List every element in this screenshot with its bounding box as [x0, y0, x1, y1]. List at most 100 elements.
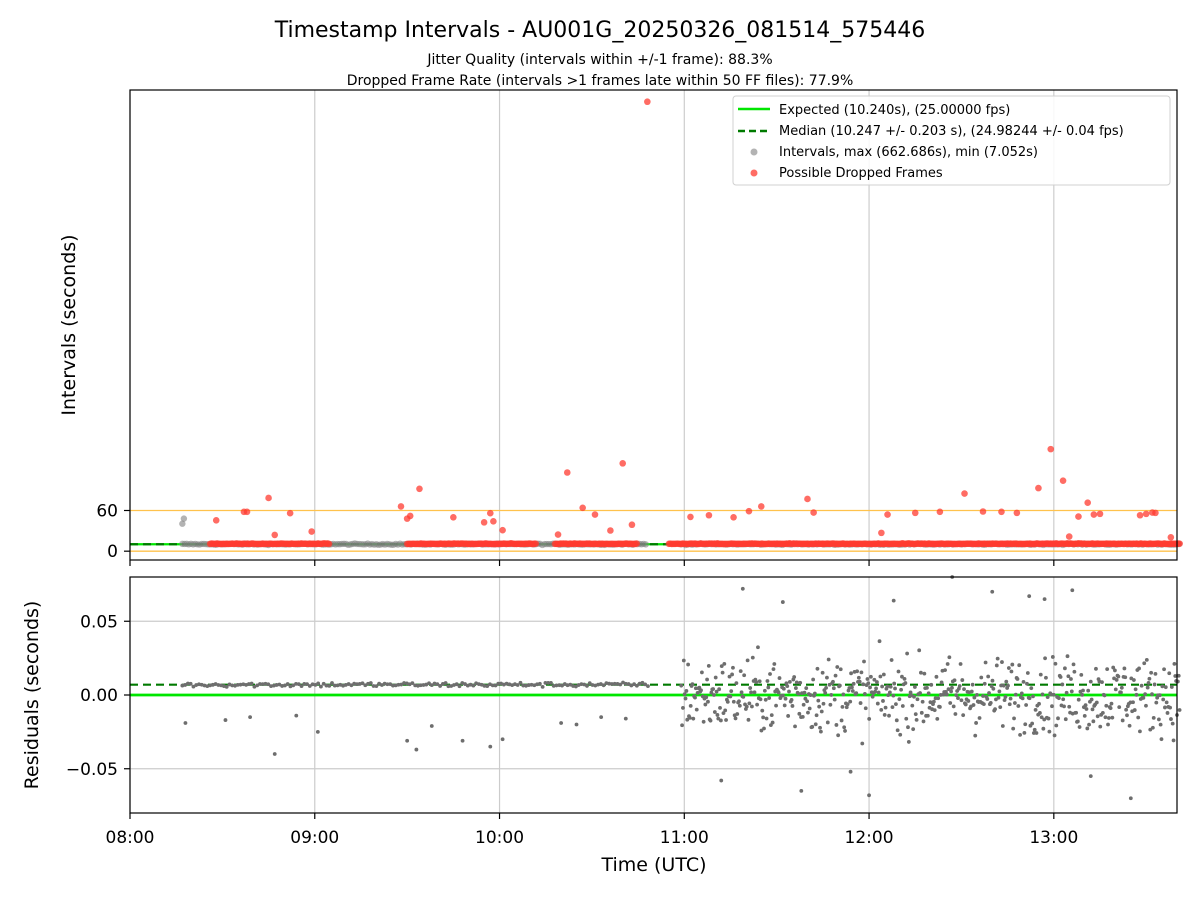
- residual-point: [681, 706, 685, 710]
- residual-point: [986, 674, 991, 679]
- legend-dropped-label: Possible Dropped Frames: [779, 166, 943, 181]
- residual-point: [1006, 683, 1010, 688]
- residual-point: [862, 659, 866, 664]
- residual-point: [1069, 689, 1074, 694]
- residual-point: [748, 686, 753, 690]
- residual-point: [934, 674, 939, 679]
- legend-expected-label: Expected (10.240s), (25.00000 fps): [779, 103, 1010, 118]
- residual-point: [396, 682, 401, 687]
- residual-point: [1150, 725, 1155, 730]
- residual-point: [906, 725, 910, 730]
- residual-point: [463, 682, 467, 686]
- residual-point: [223, 718, 228, 722]
- residual-point: [1134, 692, 1139, 697]
- residual-point: [1163, 685, 1168, 690]
- residual-point: [708, 718, 713, 723]
- residual-point: [863, 706, 868, 711]
- residual-point: [493, 683, 498, 688]
- residual-point: [820, 670, 825, 675]
- residual-point: [1087, 722, 1091, 727]
- residual-point: [997, 689, 1002, 694]
- residual-point: [1060, 682, 1065, 687]
- residual-point: [446, 684, 451, 689]
- residual-point: [840, 704, 845, 709]
- residual-point: [977, 716, 982, 720]
- residual-point: [1031, 694, 1035, 699]
- residual-point: [951, 704, 956, 709]
- residual-point: [1113, 668, 1117, 673]
- residual-point: [1089, 697, 1094, 702]
- residual-point: [799, 788, 804, 793]
- residual-point: [1058, 675, 1063, 679]
- residual-point: [1144, 703, 1148, 708]
- residual-point: [1102, 693, 1107, 698]
- residual-point: [915, 697, 920, 702]
- residual-point: [712, 693, 716, 697]
- legend-intervals-label: Intervals, max (662.686s), min (7.052s): [779, 145, 1038, 160]
- residual-point: [793, 724, 797, 729]
- residual-point: [867, 717, 872, 721]
- residual-point: [332, 683, 337, 688]
- residual-point: [832, 697, 837, 702]
- dropped-frame-point: [212, 517, 220, 524]
- residual-point: [1063, 666, 1067, 671]
- residual-point: [958, 662, 963, 666]
- residual-point: [1109, 701, 1114, 706]
- x-tick-label: 12:00: [845, 828, 894, 848]
- residual-point: [706, 663, 711, 668]
- dropped-frame-point: [1047, 445, 1055, 453]
- residual-point: [1091, 719, 1096, 724]
- residual-point: [881, 672, 886, 677]
- residual-point: [939, 680, 944, 685]
- residual-point: [837, 683, 842, 688]
- residual-point: [813, 722, 818, 727]
- residual-point: [800, 714, 805, 719]
- residual-point: [870, 694, 875, 699]
- residual-point: [1105, 667, 1110, 672]
- residual-point: [1163, 705, 1167, 710]
- residual-point: [1016, 704, 1021, 708]
- residual-point: [1080, 692, 1085, 697]
- interval-point: [642, 541, 650, 548]
- residual-point: [709, 690, 714, 695]
- residual-point: [1022, 730, 1027, 735]
- residual-point: [435, 682, 440, 686]
- residual-point: [1141, 695, 1146, 700]
- residual-point: [750, 704, 754, 709]
- residual-point: [1088, 774, 1093, 779]
- dropped-frame-point: [1035, 484, 1042, 492]
- residual-point: [1159, 737, 1164, 742]
- dropped-frame-point: [1059, 477, 1067, 484]
- residual-point: [216, 683, 221, 687]
- dropped-frame-point: [450, 513, 457, 521]
- residual-point: [962, 687, 966, 692]
- residual-point: [715, 713, 720, 717]
- residual-point: [966, 699, 971, 703]
- dropped-frame-point: [607, 527, 614, 534]
- residual-point: [843, 729, 847, 733]
- residual-point: [1124, 707, 1129, 712]
- residual-point: [949, 689, 953, 694]
- dropped-frame-point: [705, 511, 713, 519]
- dropped-frame-point: [628, 521, 636, 529]
- residual-point: [1027, 594, 1032, 599]
- residual-point: [1027, 696, 1032, 701]
- residual-point: [1119, 690, 1123, 695]
- residual-point: [911, 727, 916, 732]
- residual-point: [1025, 681, 1029, 686]
- residual-point: [1143, 692, 1147, 697]
- residual-point: [994, 663, 999, 668]
- dropped-frame-point: [406, 512, 414, 520]
- residual-point: [1039, 715, 1044, 720]
- residual-point: [971, 703, 976, 707]
- residual-point: [725, 699, 730, 704]
- residual-point: [554, 683, 559, 688]
- residual-point: [865, 677, 870, 681]
- residual-point: [891, 693, 896, 698]
- residual-point: [860, 741, 865, 746]
- residual-point: [818, 725, 822, 730]
- residual-point: [1033, 708, 1038, 712]
- residual-point: [947, 655, 952, 660]
- residual-point: [808, 693, 813, 697]
- dropped-frame-point: [397, 503, 405, 510]
